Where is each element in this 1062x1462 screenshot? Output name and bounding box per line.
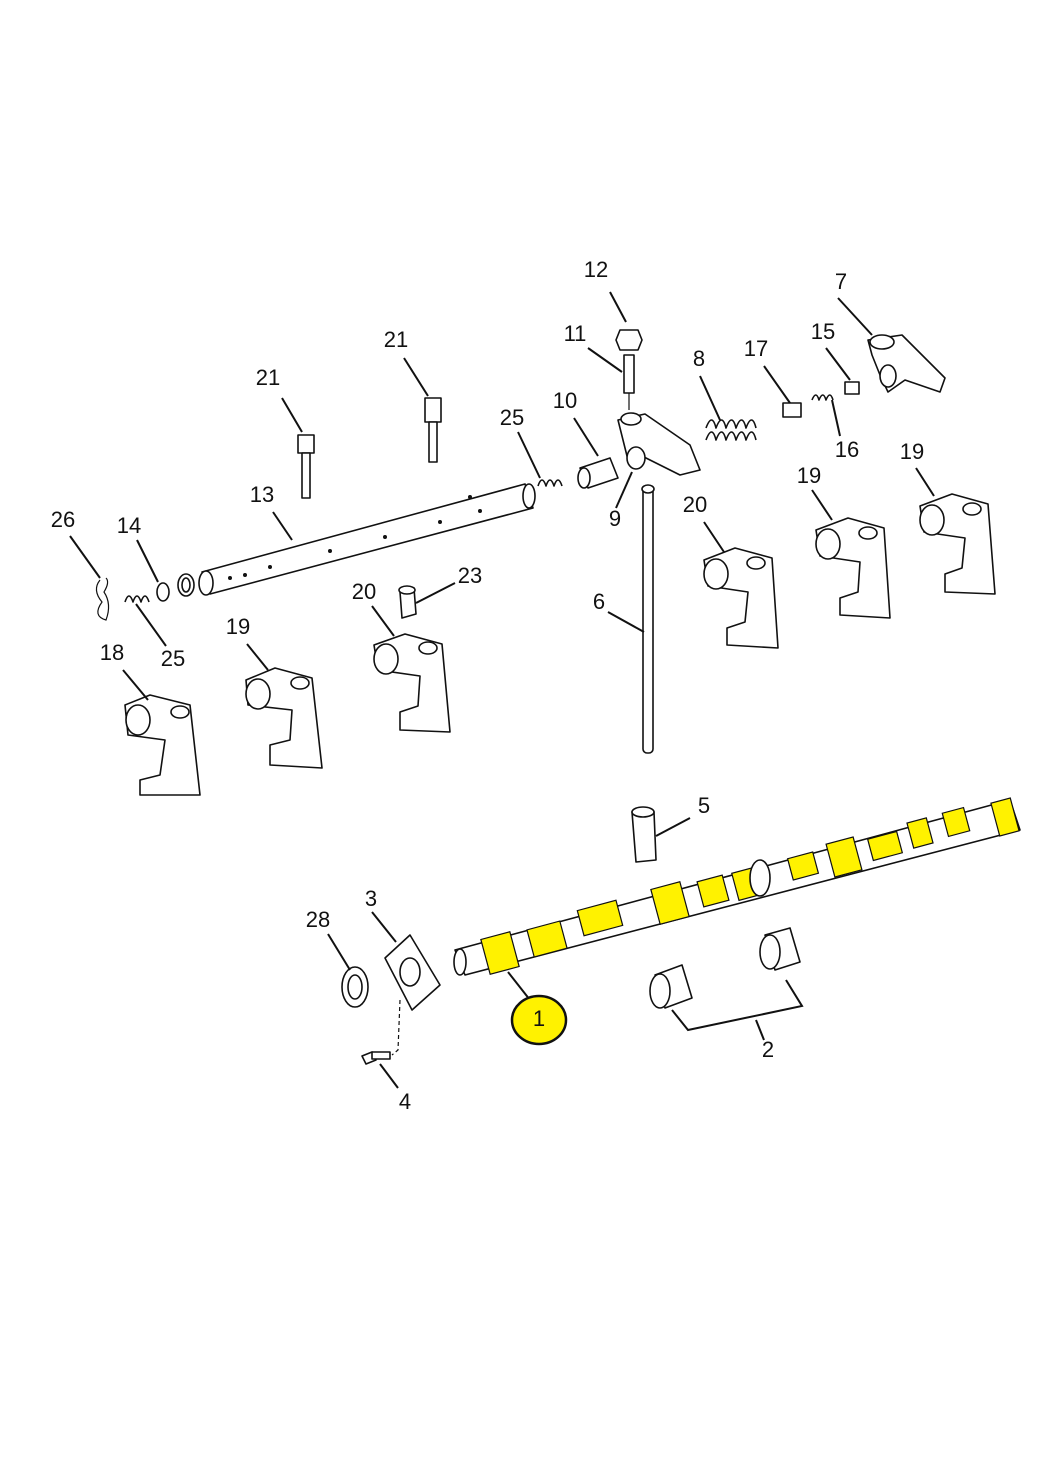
callout-5: 5 bbox=[698, 793, 710, 818]
bracket-19-right bbox=[919, 493, 996, 595]
callout-17: 17 bbox=[744, 336, 768, 361]
callout-3: 3 bbox=[365, 886, 377, 911]
callout-8: 8 bbox=[693, 346, 705, 371]
callout-23: 23 bbox=[458, 563, 482, 588]
callout-16: 16 bbox=[835, 437, 859, 462]
bolt-21-left bbox=[297, 434, 315, 499]
callout-11: 11 bbox=[564, 321, 587, 346]
callout-1: 1 bbox=[533, 1006, 545, 1031]
thrust-plate bbox=[384, 934, 441, 1011]
callout-28: 28 bbox=[306, 907, 330, 932]
washer-28 bbox=[341, 966, 369, 1008]
callout-9: 9 bbox=[609, 506, 621, 531]
adjusting-screw bbox=[615, 329, 643, 410]
bolt-4 bbox=[361, 1051, 391, 1065]
callout-26: 26 bbox=[51, 507, 75, 532]
sleeve-5 bbox=[631, 806, 657, 863]
callout-7: 7 bbox=[835, 269, 847, 294]
callout-20-right: 20 bbox=[683, 492, 707, 517]
pushrod bbox=[641, 484, 655, 754]
callout-2: 2 bbox=[762, 1037, 774, 1062]
rocker-shaft bbox=[198, 483, 536, 596]
callout-6: 6 bbox=[593, 589, 605, 614]
callout-labels: 1 2 3 4 5 6 7 8 9 10 11 12 13 14 15 16 1… bbox=[51, 257, 924, 1114]
bracket-20-right bbox=[703, 547, 779, 649]
callout-12: 12 bbox=[584, 257, 608, 282]
plug-23 bbox=[398, 585, 417, 619]
bracket-18 bbox=[124, 694, 201, 796]
bearing-right bbox=[759, 927, 801, 971]
callout-19-left: 19 bbox=[226, 614, 250, 639]
bracket-19-left bbox=[245, 667, 323, 769]
callout-18: 18 bbox=[100, 640, 124, 665]
callout-14: 14 bbox=[117, 513, 141, 538]
callout-19-right: 19 bbox=[900, 439, 924, 464]
callout-19-middle: 19 bbox=[797, 463, 821, 488]
callout-1-highlight bbox=[510, 994, 568, 1046]
leader-lines bbox=[69, 291, 935, 1089]
callout-13: 13 bbox=[250, 482, 274, 507]
callout-25-bottom: 25 bbox=[161, 646, 185, 671]
camshaft bbox=[453, 797, 1021, 976]
shaft-washers bbox=[95, 573, 195, 621]
callout-21-right: 21 bbox=[384, 327, 408, 352]
callout-25-top: 25 bbox=[500, 405, 524, 430]
callout-15: 15 bbox=[811, 319, 835, 344]
bolt-21-right bbox=[424, 397, 442, 463]
shaft-spring-and-spacer bbox=[537, 457, 619, 489]
callout-21-left: 21 bbox=[256, 365, 280, 390]
rocker-arm-9 bbox=[617, 412, 701, 476]
bracket-20-left bbox=[373, 633, 451, 733]
callout-4: 4 bbox=[399, 1089, 411, 1114]
rocker-arm-7 bbox=[867, 334, 946, 393]
bearing-left bbox=[649, 964, 693, 1009]
callout-10: 10 bbox=[553, 388, 577, 413]
rocker-springs bbox=[705, 381, 860, 441]
callout-20-left: 20 bbox=[352, 579, 376, 604]
bracket-19-middle bbox=[815, 517, 891, 619]
